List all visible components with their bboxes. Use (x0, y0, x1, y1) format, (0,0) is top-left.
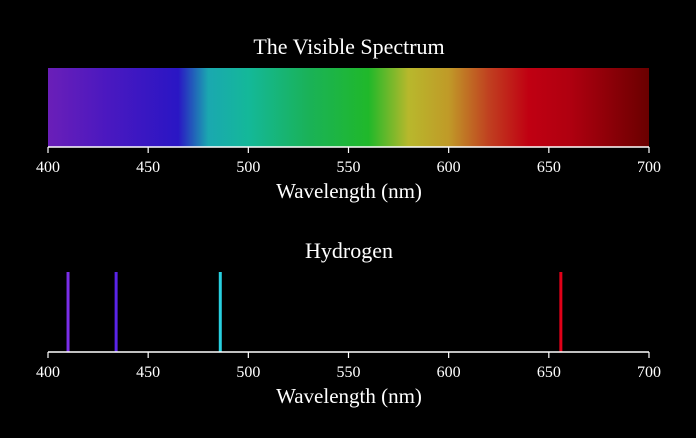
hydrogen-tick-label-600: 600 (437, 364, 461, 381)
spectrum-x-axis: 400 450 500 550 600 650 700 (36, 146, 661, 176)
hydrogen-title: Hydrogen (305, 238, 393, 263)
hydrogen-tick-label-400: 400 (36, 364, 60, 381)
spectrum-tick-label-600: 600 (437, 159, 461, 176)
hydrogen-x-axis: 400 450 500 550 600 650 700 (36, 351, 661, 381)
hydrogen-emission-lines (66, 272, 563, 352)
hydrogen-tick-label-700: 700 (637, 364, 661, 381)
hydrogen-tick-label-500: 500 (236, 364, 260, 381)
spectrum-title: The Visible Spectrum (253, 34, 444, 59)
hydrogen-tick-label-550: 550 (337, 364, 361, 381)
spectrum-tick-label-500: 500 (236, 159, 260, 176)
spectrum-tick-label-450: 450 (136, 159, 160, 176)
hydrogen-x-axis-label: Wavelength (nm) (276, 384, 422, 408)
hydrogen-tick-label-650: 650 (537, 364, 561, 381)
spectrum-color-band (48, 68, 649, 147)
spectrum-x-axis-label: Wavelength (nm) (276, 179, 422, 203)
spectrum-panel: The Visible Spectrum 400 450 500 550 600 650 7… (36, 34, 661, 203)
hydrogen-tick-label-450: 450 (136, 364, 160, 381)
spectrum-tick-label-650: 650 (537, 159, 561, 176)
spectrum-tick-label-400: 400 (36, 159, 60, 176)
hydrogen-panel: Hydrogen 400 450 500 550 600 650 700 Wavelengt… (36, 238, 661, 408)
spectrum-tick-label-700: 700 (637, 159, 661, 176)
spectrum-tick-label-550: 550 (337, 159, 361, 176)
